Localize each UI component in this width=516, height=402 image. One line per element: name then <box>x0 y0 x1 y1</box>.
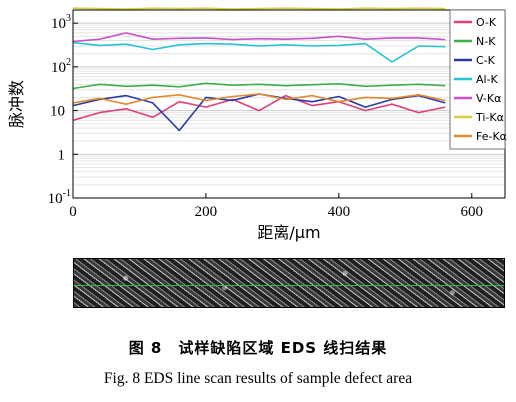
eds-line-scan-chart: 0 200 400 600 103 102 10 1 10-1 距离/μm 脉冲数 O-K N-K C-K… <box>7 7 507 242</box>
x-tick-label: 0 <box>69 204 77 220</box>
y-axis-label: 脉冲数 <box>7 80 26 128</box>
legend-label: O-K <box>476 16 497 29</box>
figure-caption-english: Fig. 8 EDS line scan results of sample d… <box>103 370 413 387</box>
y-tick-label: 102 <box>51 57 71 76</box>
legend-label: V-Kα <box>476 92 501 105</box>
series-line <box>72 93 446 105</box>
series-line <box>72 94 446 122</box>
x-tick-label: 200 <box>195 204 218 220</box>
scan-line <box>74 285 504 286</box>
series-line <box>72 32 446 43</box>
legend-label: Ti-Kα <box>475 111 504 124</box>
figure-caption-chinese: 图 8 试样缺陷区域 EDS 线扫结果 <box>128 339 388 357</box>
y-tick-label: 10 <box>50 104 65 120</box>
x-tick-label: 400 <box>328 204 351 220</box>
legend-label: Fe-Kα <box>476 130 507 143</box>
x-axis-label: 距离/μm <box>257 223 320 242</box>
chart-svg: 0 200 400 60010310210110-1距离/μm脉冲数O-KN-KC-K… <box>7 7 507 242</box>
y-tick-label: 103 <box>51 13 71 32</box>
legend-label: N-K <box>476 35 496 48</box>
x-tick-label: 600 <box>461 204 484 220</box>
y-tick-label: 1 <box>58 147 66 163</box>
y-tick-label: 10-1 <box>48 188 71 207</box>
sem-micrograph <box>73 258 505 308</box>
series-line <box>72 82 446 90</box>
series-line <box>72 7 446 10</box>
plot-frame <box>72 9 506 199</box>
series-line <box>72 41 446 63</box>
legend-label: Al-K <box>476 73 499 86</box>
legend-label: C-K <box>476 54 496 67</box>
